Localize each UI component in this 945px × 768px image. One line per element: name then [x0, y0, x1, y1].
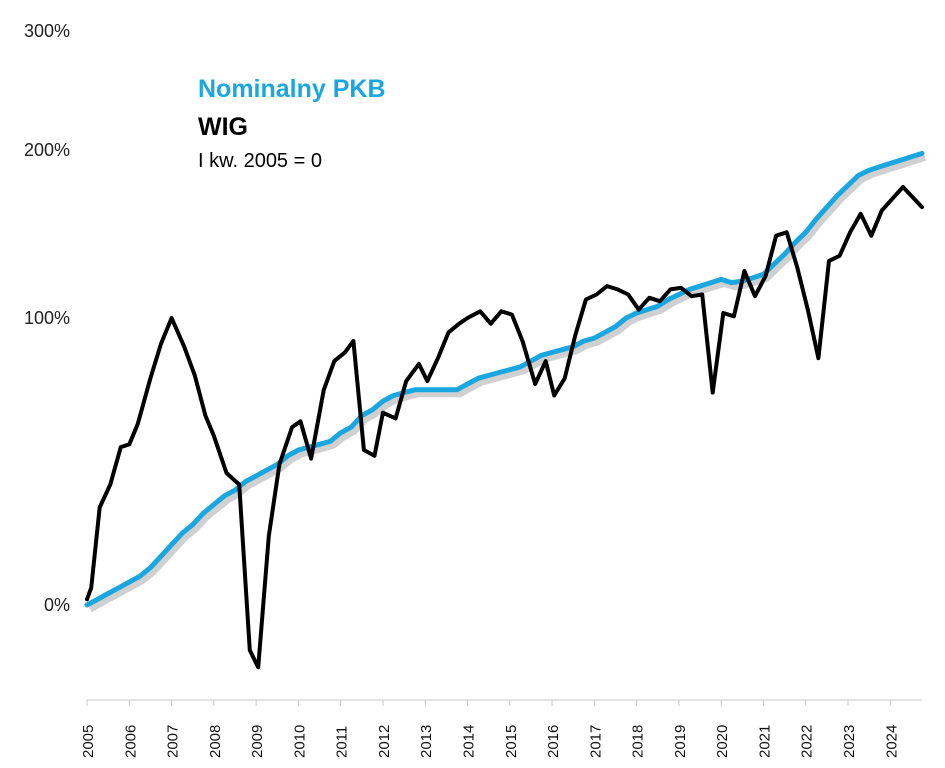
x-tick-label: 2020 [714, 725, 731, 758]
x-tick-label: 2016 [545, 725, 562, 758]
x-axis-tick-labels: 2005 2006 2007 2008 2009 2010 2011 2012 2013 2014… [80, 700, 900, 758]
x-tick-label: 2015 [503, 725, 520, 758]
x-tick-label: 2007 [165, 725, 182, 758]
series-line-wig [85, 185, 924, 670]
x-tick-label: 2011 [334, 726, 351, 758]
x-tick-label: 2019 [672, 725, 689, 758]
y-tick-label: 100% [24, 308, 70, 328]
legend-label-nominalny-pkb: Nominalny PKB [198, 75, 386, 103]
series-line-nominalny-pkb [84, 150, 925, 608]
x-tick-label: 2010 [291, 725, 308, 758]
legend-note: I kw. 2005 = 0 [198, 150, 322, 172]
x-tick-label: 2008 [207, 725, 224, 758]
x-tick-label: 2014 [461, 725, 478, 758]
y-tick-label: 200% [24, 140, 70, 160]
legend-label-wig: WIG [198, 113, 248, 141]
x-tick-label: 2018 [630, 725, 647, 758]
series-shadow [88, 154, 927, 613]
x-tick-label: 2022 [799, 725, 816, 758]
x-tick-label: 2009 [249, 725, 266, 758]
x-tick-label: 2006 [122, 725, 139, 758]
x-tick-label: 2024 [883, 725, 900, 758]
y-tick-label: 300% [24, 21, 70, 41]
y-axis-tick-labels: 0% 100% 200% 300% [24, 21, 70, 615]
x-tick-label: 2005 [80, 725, 97, 758]
x-tick-label: 2021 [756, 725, 773, 758]
x-tick-label: 2013 [418, 725, 435, 758]
x-tick-label: 2017 [587, 725, 604, 758]
y-tick-label: 0% [44, 595, 70, 615]
legend: Nominalny PKB WIG I kw. 2005 = 0 [198, 75, 386, 172]
x-tick-label: 2012 [376, 725, 393, 758]
x-tick-label: 2023 [841, 725, 858, 758]
series-lines [84, 150, 927, 670]
